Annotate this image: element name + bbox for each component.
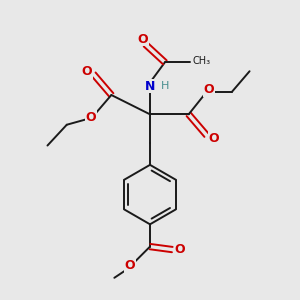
Text: O: O [203, 83, 214, 96]
Text: N: N [145, 80, 155, 93]
Text: O: O [86, 110, 97, 124]
Text: H: H [161, 81, 169, 91]
Text: O: O [174, 243, 185, 256]
Text: O: O [82, 65, 92, 78]
Text: O: O [124, 259, 135, 272]
Text: CH₃: CH₃ [192, 56, 211, 66]
Text: O: O [138, 33, 148, 46]
Text: O: O [208, 132, 219, 145]
